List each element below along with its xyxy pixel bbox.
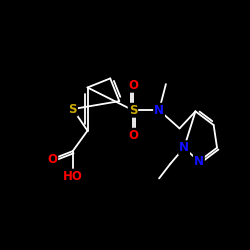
Text: N: N bbox=[194, 155, 204, 168]
Text: N: N bbox=[154, 104, 164, 117]
Text: O: O bbox=[128, 129, 138, 142]
Text: N: N bbox=[179, 141, 189, 154]
Text: HO: HO bbox=[63, 170, 83, 183]
Text: S: S bbox=[129, 104, 137, 117]
Text: O: O bbox=[47, 152, 57, 166]
Text: S: S bbox=[68, 102, 77, 116]
Text: O: O bbox=[128, 79, 138, 92]
